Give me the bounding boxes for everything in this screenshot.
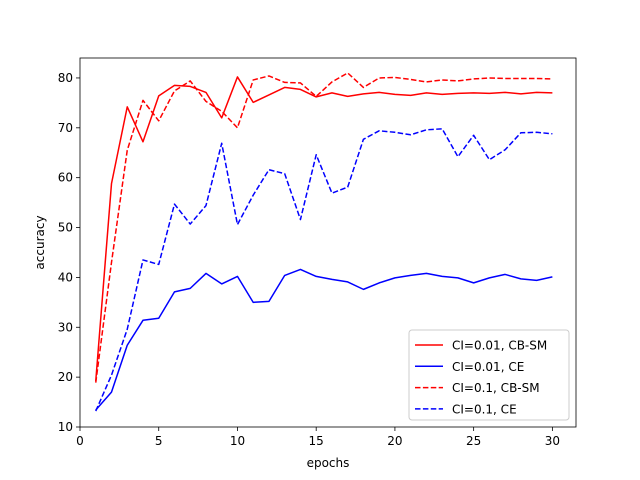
x-tick-label: 10 [230,434,245,448]
plot-area-frame [79,57,577,428]
y-tick-label: 60 [58,171,73,185]
x-tick-label: 15 [309,434,324,448]
x-tick-label: 0 [76,434,84,448]
legend-label: CI=0.01, CB-SM [452,339,547,353]
y-tick-label: 10 [58,420,73,434]
series-line-2 [95,268,553,411]
y-tick-label: 20 [58,370,73,384]
series-lines [95,72,553,412]
y-tick-label: 70 [58,121,73,135]
y-axis-ticks: 10 20 30 40 50 60 70 80 [58,71,80,434]
y-axis-label: accuracy [33,215,47,269]
x-tick-label: 25 [466,434,481,448]
y-tick-label: 40 [58,270,73,284]
series-line-3 [95,72,553,383]
series-line-4 [95,128,553,412]
y-tick-label: 50 [58,221,73,235]
legend-label: CI=0.01, CE [452,360,524,374]
legend-label: CI=0.1, CB-SM [452,381,540,395]
y-tick-label: 80 [58,71,73,85]
x-axis-label: epochs [307,456,350,470]
series-line-1 [95,76,553,382]
x-axis-ticks: 0 5 10 15 20 25 30 [76,427,560,448]
x-tick-label: 5 [155,434,163,448]
y-tick-label: 30 [58,320,73,334]
x-tick-label: 30 [545,434,560,448]
legend-frame [408,329,570,421]
legend-label: CI=0.1, CE [452,402,517,416]
legend: CI=0.01, CB-SM CI=0.01, CE CI=0.1, CB-SM CI… [408,329,570,421]
x-tick-label: 20 [387,434,402,448]
